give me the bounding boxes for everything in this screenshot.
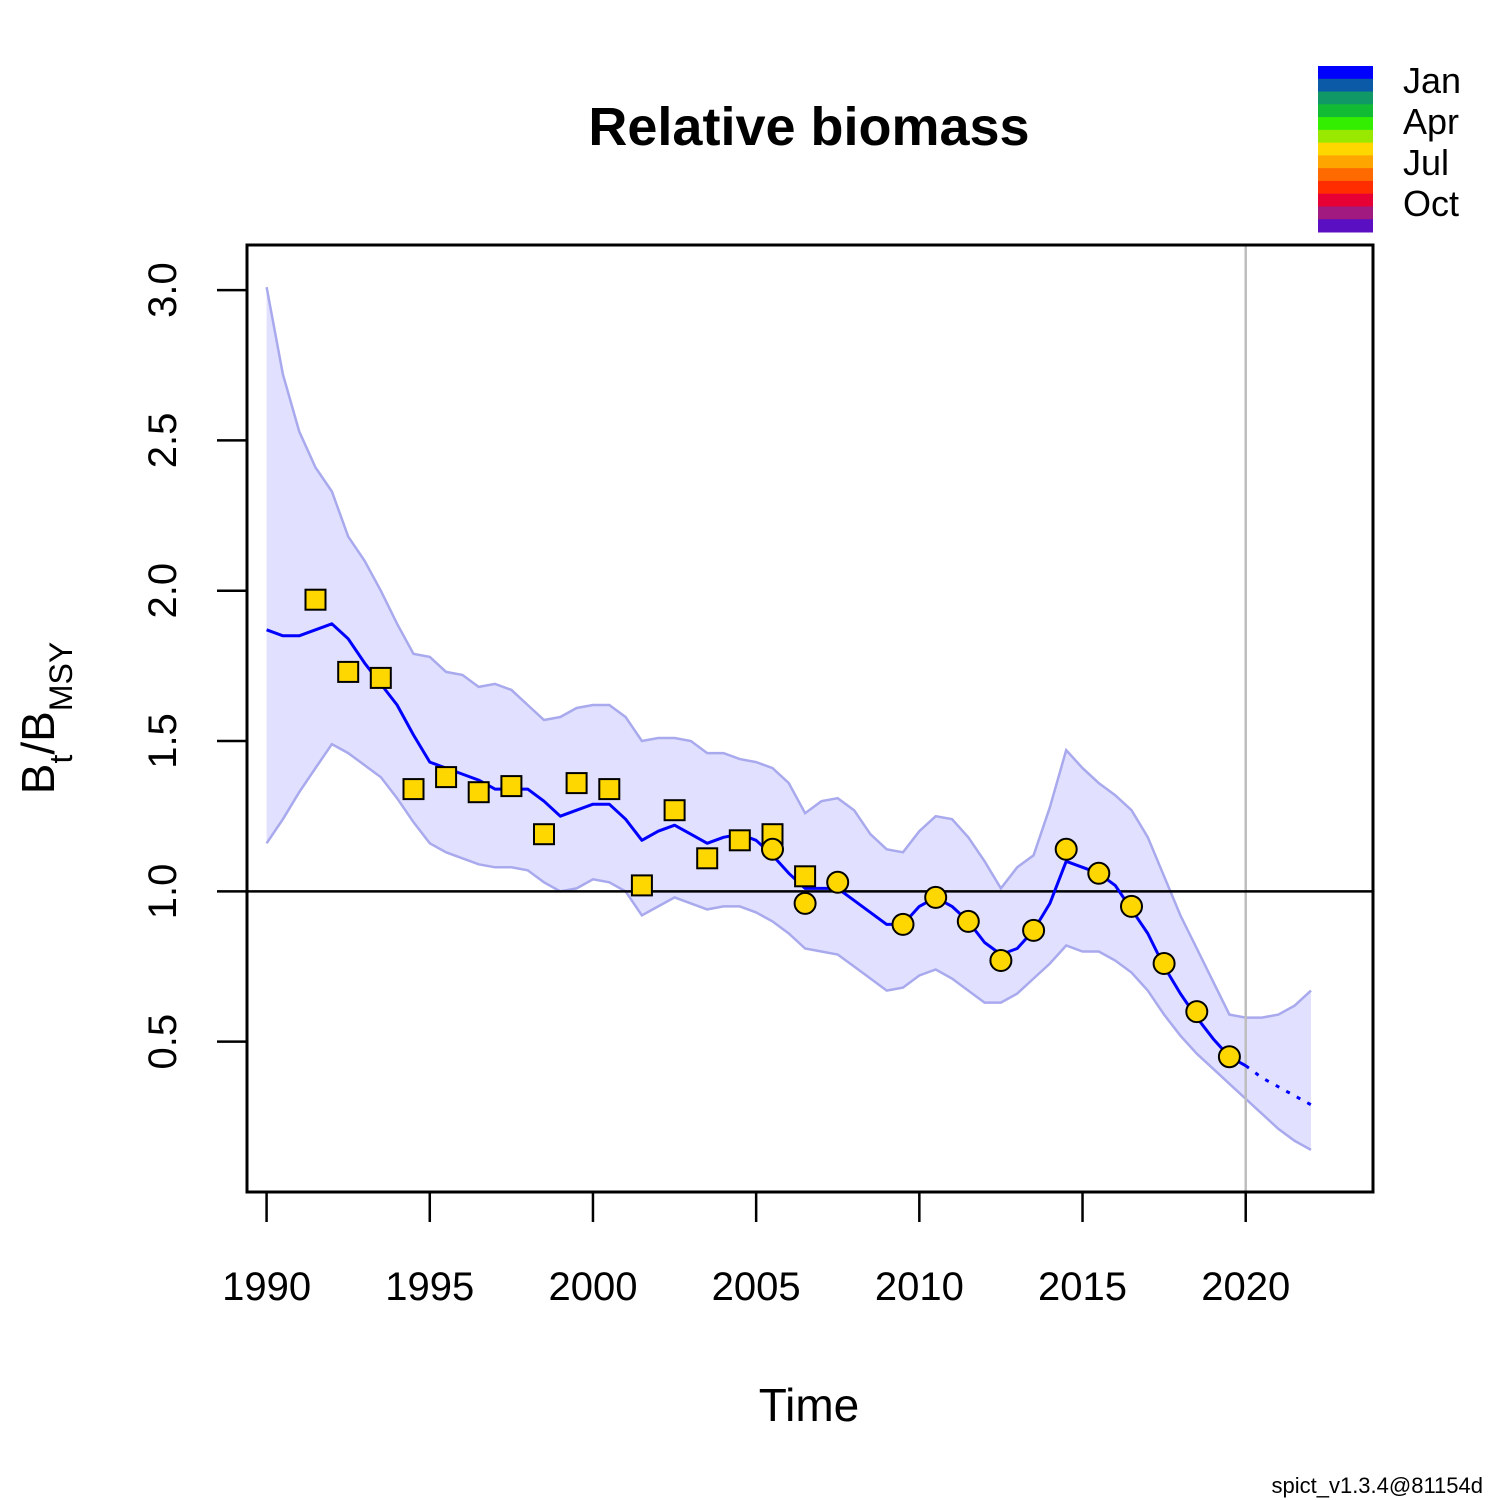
circle-point <box>761 837 784 861</box>
x-axis: 1990 1995 2000 2005 2010 2015 2020 <box>222 1190 1290 1309</box>
square-point <box>467 781 490 804</box>
square-point <box>598 778 621 801</box>
circle-point <box>1054 837 1078 861</box>
legend-swatch <box>1318 142 1373 156</box>
legend-label: Oct <box>1403 183 1459 224</box>
square-point <box>565 772 588 795</box>
legend-swatch <box>1318 66 1373 80</box>
x-tick-label: 1990 <box>222 1265 311 1309</box>
confidence-band <box>265 286 1312 1151</box>
circle-point <box>1087 861 1111 885</box>
legend-swatch <box>1318 104 1373 118</box>
square-point <box>794 865 817 888</box>
legend-swatch <box>1318 193 1373 207</box>
x-tick-label: 2020 <box>1201 1265 1290 1309</box>
legend-swatch <box>1318 219 1373 233</box>
y-tick-label: 3.0 <box>141 262 185 318</box>
estimate-line <box>266 622 1247 1068</box>
ci-upper-line <box>265 286 1312 1019</box>
legend-swatch <box>1318 129 1373 144</box>
circle-point <box>989 949 1013 972</box>
y-tick-label: 1.0 <box>141 864 185 920</box>
y-tick-label: 2.0 <box>141 563 185 619</box>
legend-swatch <box>1318 168 1373 182</box>
forecast-line <box>1244 1064 1312 1107</box>
y-axis-title-b: B <box>12 764 64 795</box>
legend-label: Jul <box>1403 142 1449 183</box>
square-point <box>337 660 360 683</box>
legend-swatch <box>1318 78 1373 93</box>
square-point <box>435 766 458 789</box>
y-axis-title-sub-t: t <box>43 755 79 764</box>
circle-point <box>956 909 980 933</box>
x-tick-label: 2015 <box>1038 1265 1127 1309</box>
square-point <box>663 799 686 822</box>
x-tick-label: 2000 <box>548 1265 637 1309</box>
legend-swatch <box>1318 206 1373 220</box>
y-axis-title-sub-msy: MSY <box>43 642 79 711</box>
legend-label: Jan <box>1403 60 1461 101</box>
legend-color-bar <box>1318 66 1373 233</box>
circle-point <box>793 891 817 915</box>
estimate-lines <box>266 622 1312 1107</box>
circle-point <box>1185 1000 1209 1024</box>
legend-label: Apr <box>1403 101 1459 142</box>
observation-points <box>304 588 1241 1069</box>
square-point <box>304 588 327 611</box>
version-footer: spict_v1.3.4@81154d <box>1271 1473 1483 1498</box>
square-point <box>369 666 392 689</box>
legend-swatch <box>1318 117 1373 131</box>
square-point <box>630 874 653 897</box>
x-tick-label: 2005 <box>712 1265 801 1309</box>
y-tick-label: 2.5 <box>141 413 185 469</box>
square-point <box>533 823 555 846</box>
legend-swatch <box>1318 155 1373 169</box>
ci-band-fill <box>266 287 1312 1150</box>
reference-lines <box>247 245 1373 1192</box>
circle-point <box>1022 918 1046 942</box>
square-point <box>500 775 523 798</box>
circle-point <box>1152 952 1176 975</box>
square-point <box>696 847 719 870</box>
circle-point <box>891 912 915 936</box>
square-point <box>402 778 425 801</box>
circle-point <box>826 870 850 894</box>
y-axis-title: Bt/BMSY <box>12 642 79 794</box>
circle-point <box>1120 894 1143 918</box>
circle-point <box>1217 1045 1241 1069</box>
chart-title: Relative biomass <box>588 97 1029 157</box>
y-axis-title-slash: / <box>12 742 64 755</box>
y-axis-title-b2: B <box>12 711 64 742</box>
square-point <box>728 829 751 852</box>
x-tick-label: 2010 <box>875 1265 964 1309</box>
y-tick-label: 0.5 <box>141 1014 185 1070</box>
y-tick-label: 1.5 <box>141 713 185 769</box>
y-axis: 0.5 1.0 1.5 2.0 2.5 3.0 <box>141 262 249 1070</box>
ci-lower-line <box>265 742 1312 1151</box>
legend-swatch <box>1318 91 1373 105</box>
x-axis-title: Time <box>759 1379 860 1431</box>
legend-swatch <box>1318 180 1373 195</box>
circle-point <box>924 885 948 909</box>
x-tick-label: 1995 <box>385 1265 474 1309</box>
